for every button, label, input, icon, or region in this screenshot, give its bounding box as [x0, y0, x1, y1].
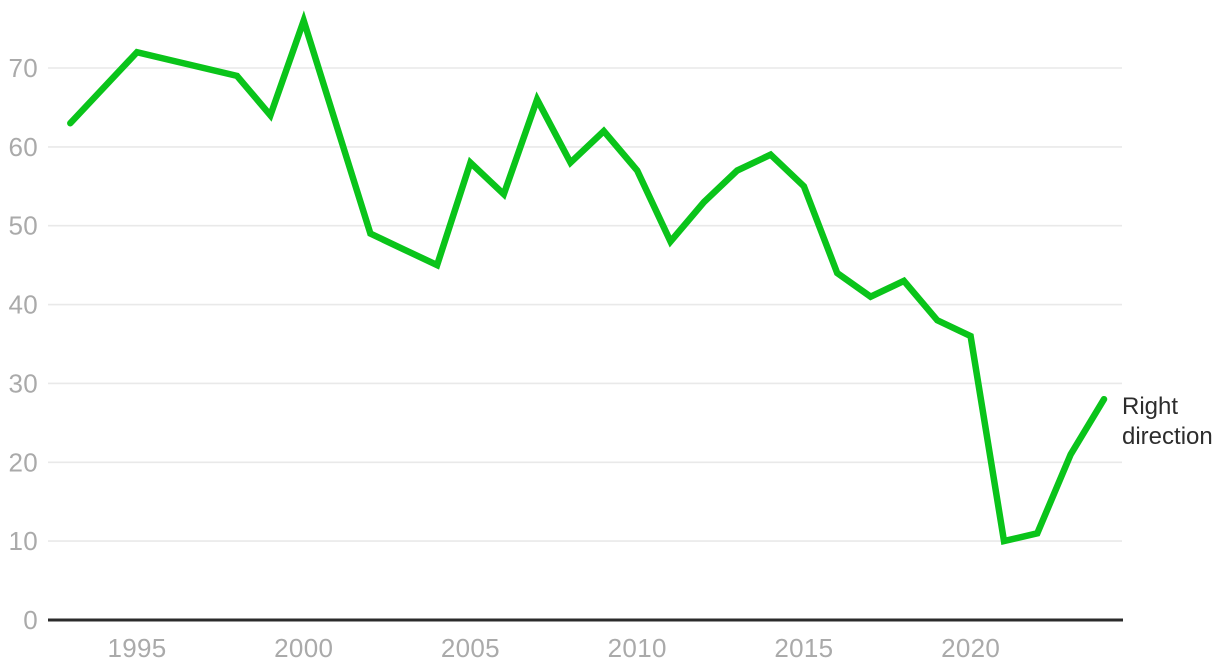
x-tick-label-2015: 2015	[774, 633, 833, 663]
y-tick-label-20: 20	[8, 447, 38, 477]
y-tick-label-70: 70	[8, 53, 38, 83]
gridlines	[48, 67, 1122, 542]
x-tick-label-2000: 2000	[274, 633, 333, 663]
x-tick-label-2020: 2020	[941, 633, 1000, 663]
x-tick-label-2010: 2010	[608, 633, 667, 663]
y-tick-label-60: 60	[8, 132, 38, 162]
series-end-label: Right direction	[1122, 393, 1213, 450]
y-tick-label-40: 40	[8, 290, 38, 320]
series-label-line-1: Right	[1122, 393, 1178, 420]
right-direction-series-line	[67, 10, 1108, 546]
y-tick-label-0: 0	[23, 605, 38, 635]
y-tick-label-50: 50	[8, 211, 38, 241]
y-tick-label-30: 30	[8, 368, 38, 398]
x-axis-labels: 1995 2000 2005 2010 2015 2020	[107, 633, 1000, 663]
y-axis-labels: 0 10 20 30 40 50 60 70	[8, 53, 38, 635]
x-tick-label-1995: 1995	[107, 633, 166, 663]
y-tick-label-10: 10	[8, 526, 38, 556]
series-label-line-2: direction	[1122, 423, 1213, 450]
x-tick-label-2005: 2005	[441, 633, 500, 663]
